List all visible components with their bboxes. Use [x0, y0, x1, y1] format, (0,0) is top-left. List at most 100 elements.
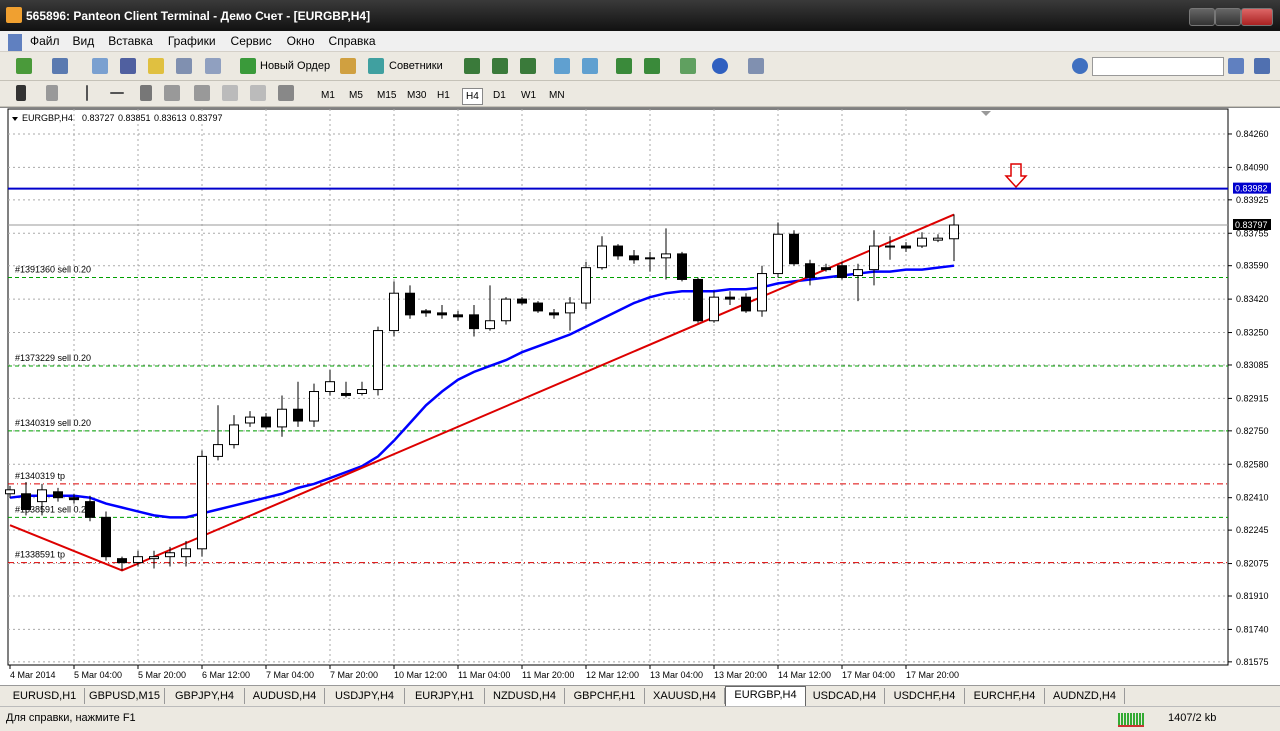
- hline-tool[interactable]: [110, 92, 124, 94]
- candle-body: [405, 292, 415, 316]
- candle-body: [485, 320, 495, 330]
- candle-body: [421, 310, 431, 314]
- menu-item[interactable]: Сервис: [230, 34, 272, 48]
- timeframe-button[interactable]: M30: [407, 90, 427, 101]
- candle-body: [325, 381, 335, 393]
- toolbar-icon[interactable]: [52, 58, 68, 74]
- crosshair-tool[interactable]: [46, 85, 58, 101]
- toolbar-icon[interactable]: [205, 58, 221, 74]
- candle-body: [341, 392, 351, 396]
- experts-button[interactable]: Советники: [389, 60, 443, 72]
- chart-tab[interactable]: EURUSD,H1: [5, 688, 85, 704]
- toolbar-icon[interactable]: [176, 58, 192, 74]
- toolbar-icon[interactable]: [1254, 58, 1270, 74]
- timeframe-button[interactable]: D1: [493, 90, 506, 101]
- x-tick-label: 6 Mar 12:00: [202, 670, 250, 680]
- chart-tab[interactable]: USDJPY,H4: [325, 688, 405, 704]
- x-tick-label: 11 Mar 04:00: [458, 670, 510, 680]
- timeframe-button[interactable]: W1: [521, 90, 536, 101]
- menu-item[interactable]: Файл: [30, 34, 60, 48]
- candle-body: [725, 296, 735, 300]
- fibo-tool[interactable]: [194, 85, 210, 101]
- experts-icon[interactable]: [368, 58, 384, 74]
- chart-tab[interactable]: EURGBP,H4: [725, 686, 806, 707]
- menu-item[interactable]: Окно: [286, 34, 315, 48]
- toolbar-icon[interactable]: [748, 58, 764, 74]
- candle-body: [885, 245, 895, 248]
- zoom-in[interactable]: [554, 58, 570, 74]
- search-button[interactable]: [1228, 58, 1244, 74]
- arrow-tool[interactable]: [278, 85, 294, 101]
- label-tool[interactable]: [250, 85, 266, 101]
- candle-body: [197, 455, 207, 550]
- menu-item[interactable]: Вид: [72, 34, 95, 48]
- close-button[interactable]: [1241, 8, 1273, 26]
- candle-body: [101, 516, 111, 558]
- toolbar-icon[interactable]: [520, 58, 536, 74]
- candle-body: [293, 408, 303, 422]
- candle-body: [773, 233, 783, 275]
- chart-tab[interactable]: AUDNZD,H4: [1045, 688, 1125, 704]
- toolbar-icon[interactable]: [492, 58, 508, 74]
- chart-tab[interactable]: GBPJPY,H4: [165, 688, 245, 704]
- chart-tab[interactable]: USDCAD,H4: [805, 688, 885, 704]
- chart-tab[interactable]: GBPUSD,M15: [85, 688, 165, 704]
- chart-tab[interactable]: GBPCHF,H1: [565, 688, 645, 704]
- symbol-label: EURGBP,H4: [22, 113, 73, 123]
- toolbar-icon[interactable]: [120, 58, 136, 74]
- timeframe-button[interactable]: M15: [377, 90, 397, 101]
- menu-item[interactable]: Справка: [328, 34, 376, 48]
- timeframe-button[interactable]: M5: [349, 90, 363, 101]
- menu-item[interactable]: Графики: [167, 34, 216, 48]
- channel-tool[interactable]: [164, 85, 180, 101]
- candle-body: [821, 267, 831, 271]
- new-order-icon[interactable]: [240, 58, 256, 74]
- maximize-button[interactable]: [1215, 8, 1241, 26]
- trendline-tool[interactable]: [140, 85, 152, 101]
- chart-tab[interactable]: AUDUSD,H4: [245, 688, 325, 704]
- text-tool[interactable]: [222, 85, 238, 101]
- candle-body: [21, 493, 31, 510]
- chart-tab[interactable]: XAUUSD,H4: [645, 688, 725, 704]
- toolbar-icon[interactable]: [464, 58, 480, 74]
- chart-tab[interactable]: EURJPY,H1: [405, 688, 485, 704]
- chart-tab[interactable]: USDCHF,H4: [885, 688, 965, 704]
- toolbar-icon[interactable]: [644, 58, 660, 74]
- order-label: #1373229 sell 0.20: [15, 353, 91, 363]
- toolbar-icon[interactable]: [148, 58, 164, 74]
- candle-body: [917, 237, 927, 247]
- toolbar-icon[interactable]: [712, 58, 728, 74]
- cursor-tool[interactable]: [16, 85, 26, 101]
- timeframe-button[interactable]: M1: [321, 90, 335, 101]
- settings-icon[interactable]: [1072, 58, 1088, 74]
- candle-body: [581, 267, 591, 304]
- candle-body: [357, 389, 367, 394]
- trendline: [9, 213, 955, 572]
- chart-tab[interactable]: EURCHF,H4: [965, 688, 1045, 704]
- timeframe-button[interactable]: H4: [462, 88, 483, 105]
- search-box[interactable]: [1092, 57, 1224, 76]
- zoom-out[interactable]: [582, 58, 598, 74]
- chart-tab[interactable]: NZDUSD,H4: [485, 688, 565, 704]
- ohlc-value: 0.83797: [190, 113, 223, 123]
- vline-tool[interactable]: [86, 85, 88, 101]
- toolbar-icon[interactable]: [16, 58, 32, 74]
- x-tick-label: 5 Mar 20:00: [138, 670, 186, 680]
- toolbar-icon[interactable]: [616, 58, 632, 74]
- toolbar-icon[interactable]: [680, 58, 696, 74]
- new-order-button[interactable]: Новый Ордер: [260, 60, 331, 72]
- candle-body: [245, 416, 255, 424]
- y-tick-label: 0.83590: [1236, 261, 1269, 271]
- toolbar-icon[interactable]: [92, 58, 108, 74]
- toolbar-icon[interactable]: [340, 58, 356, 74]
- plot-frame: [7, 108, 1229, 666]
- minimize-button[interactable]: [1189, 8, 1215, 26]
- candle-body: [69, 497, 79, 501]
- timeframe-button[interactable]: H1: [437, 90, 450, 101]
- candle-body: [789, 233, 799, 265]
- menu-item[interactable]: Вставка: [108, 34, 153, 48]
- timeframe-button[interactable]: MN: [549, 90, 565, 101]
- ohlc-value: 0.83727: [82, 113, 115, 123]
- y-tick-label: 0.83925: [1236, 195, 1269, 205]
